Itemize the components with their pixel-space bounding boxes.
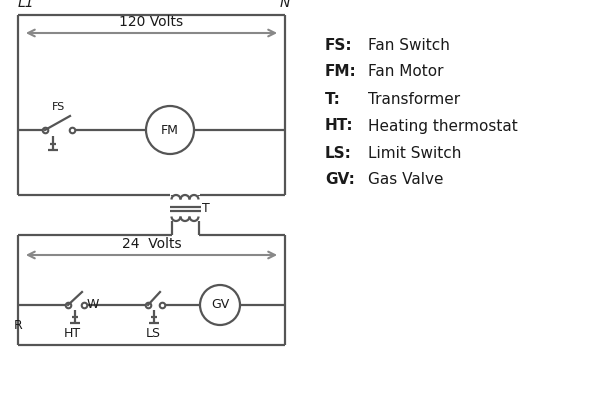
Text: HT:: HT: <box>325 118 353 134</box>
Text: Fan Motor: Fan Motor <box>368 64 444 80</box>
Text: L1: L1 <box>18 0 35 10</box>
Text: Fan Switch: Fan Switch <box>368 38 450 52</box>
Text: T:: T: <box>325 92 341 106</box>
Text: GV:: GV: <box>325 172 355 188</box>
Text: Transformer: Transformer <box>368 92 460 106</box>
Text: GV: GV <box>211 298 229 312</box>
Text: FM:: FM: <box>325 64 357 80</box>
Text: R: R <box>14 319 22 332</box>
Text: Limit Switch: Limit Switch <box>368 146 461 160</box>
Text: Gas Valve: Gas Valve <box>368 172 444 188</box>
Text: T: T <box>202 202 210 216</box>
Text: 24  Volts: 24 Volts <box>122 237 181 251</box>
Text: HT: HT <box>64 327 81 340</box>
Text: 120 Volts: 120 Volts <box>119 15 183 29</box>
Text: W: W <box>87 298 99 310</box>
Text: FM: FM <box>161 124 179 136</box>
Text: LS:: LS: <box>325 146 352 160</box>
Text: FS: FS <box>52 102 65 112</box>
Text: Heating thermostat: Heating thermostat <box>368 118 518 134</box>
Text: N: N <box>280 0 290 10</box>
Text: LS: LS <box>146 327 160 340</box>
Text: FS:: FS: <box>325 38 353 52</box>
